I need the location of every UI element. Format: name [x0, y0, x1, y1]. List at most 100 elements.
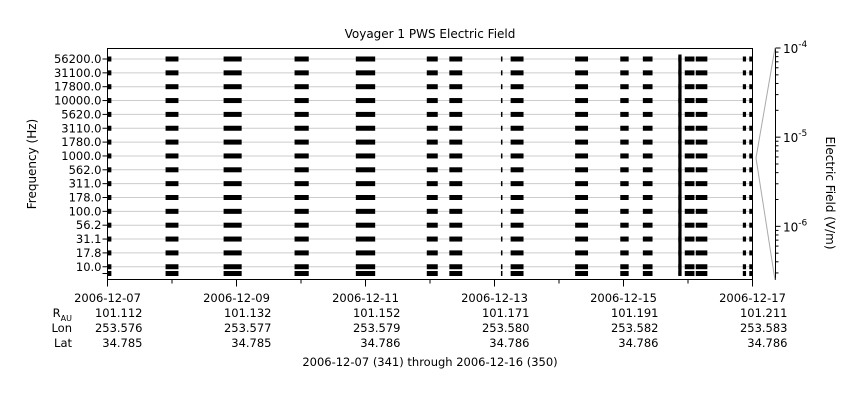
spectrogram-block	[426, 153, 438, 159]
y-tick-label: 178.0	[69, 191, 102, 205]
spectrogram-block	[684, 111, 695, 117]
spectrogram-block	[620, 181, 629, 187]
spectrogram-block	[684, 125, 695, 131]
spectrogram-block	[510, 195, 524, 200]
spectrogram-block	[500, 250, 503, 256]
spectrogram-block	[500, 139, 503, 145]
spectrogram-block	[620, 98, 629, 104]
spectrogram-block	[749, 98, 753, 104]
spectrogram-block	[107, 250, 112, 256]
spectrogram-block	[223, 56, 242, 62]
spectrogram-block	[575, 208, 589, 214]
x-tick-label: 2006-12-07	[74, 291, 141, 305]
spectrogram-block	[684, 195, 695, 200]
spectrogram-block	[449, 139, 463, 145]
spectrogram-block	[684, 98, 695, 104]
spectrogram-block	[355, 125, 376, 131]
spectrogram-block	[575, 167, 589, 173]
spectrogram-block	[426, 167, 438, 173]
ephemeris-r-value: 101.171	[482, 306, 530, 320]
spectrogram-block	[575, 195, 589, 200]
spectrogram-block	[223, 181, 242, 187]
colorbar-tick-label: 10-5	[783, 129, 807, 145]
spectrogram-block	[575, 181, 589, 187]
spectrogram-block	[510, 250, 524, 256]
spectrogram-block	[294, 84, 309, 90]
spectrogram-block	[107, 264, 112, 270]
ephemeris-lon-value: 253.577	[224, 321, 272, 335]
spectrogram-block	[620, 70, 629, 76]
spectrogram-block	[575, 250, 589, 256]
spectrogram-block	[620, 84, 629, 90]
spectrogram-block	[294, 271, 309, 276]
spectrogram-block	[510, 167, 524, 173]
spectrogram-block	[165, 56, 179, 62]
spectrogram-block	[642, 250, 653, 256]
spectrogram-block	[107, 181, 112, 187]
spectrogram-block	[695, 271, 708, 276]
spectrogram-block	[294, 222, 309, 228]
spectrogram-block	[500, 111, 503, 117]
spectrogram-block	[510, 271, 524, 276]
spectrogram-block	[575, 98, 589, 104]
spectrogram-block	[426, 111, 438, 117]
colorbar-connector	[755, 47, 776, 159]
spectrogram-block	[510, 111, 524, 117]
spectrogram-block	[355, 56, 376, 62]
spectrogram-block	[742, 167, 747, 173]
spectrogram-block	[107, 70, 112, 76]
y-tick-label: 311.0	[69, 177, 102, 191]
spectrogram-block	[223, 208, 242, 214]
spectrogram-block	[426, 222, 438, 228]
spectrogram-block	[165, 84, 179, 90]
plot-frame	[107, 48, 753, 280]
spectrogram-block	[500, 181, 503, 187]
spectrogram-block	[684, 153, 695, 159]
spectrogram-block	[449, 195, 463, 200]
spectrogram-block	[500, 153, 503, 159]
spectrogram-block	[642, 98, 653, 104]
spectrogram-block	[695, 70, 708, 76]
ephemeris-lat-value: 34.786	[618, 336, 658, 350]
spectrogram-block	[620, 222, 629, 228]
spectrogram-block	[575, 111, 589, 117]
spectrogram-block	[500, 84, 503, 90]
ephemeris-lat-value: 34.785	[231, 336, 271, 350]
spectrogram-block	[575, 153, 589, 159]
spectrogram-block	[695, 125, 708, 131]
spectrogram-block	[575, 56, 589, 62]
spectrogram-block	[695, 139, 708, 145]
y-tick-label: 10000.0	[54, 94, 102, 108]
ephemeris-label-r-sub: AU	[61, 314, 72, 323]
spectrogram-block	[165, 195, 179, 200]
x-tick-label: 2006-12-11	[332, 291, 399, 305]
y-tick-label: 31.1	[76, 232, 102, 246]
spectrogram-block	[449, 153, 463, 159]
spectrogram-block	[165, 139, 179, 145]
time-axis: 2006-12-07 2006-12-09 2006-12-11 2006-12-13…	[74, 279, 786, 305]
spectrogram-block	[294, 250, 309, 256]
spectrogram-block	[642, 70, 653, 76]
y-tick-label: 1000.0	[61, 149, 101, 163]
frequency-axis: 56200.031100.017800.010000.05620.03110.0…	[54, 52, 108, 274]
ephemeris-lon-value: 253.583	[740, 321, 788, 335]
spectrogram-block	[355, 153, 376, 159]
spectrogram-block	[642, 264, 653, 270]
spectrogram-block	[426, 271, 438, 276]
spectrogram-block	[695, 208, 708, 214]
spectrogram-data	[107, 54, 753, 276]
ephemeris-r-value: 101.211	[740, 306, 788, 320]
spectrogram-block	[620, 111, 629, 117]
spectrogram-block	[449, 250, 463, 256]
y-tick-label: 1780.0	[61, 135, 101, 149]
spectrogram-block	[510, 236, 524, 242]
y-axis-label: Frequency (Hz)	[25, 119, 39, 210]
spectrogram-block	[742, 222, 747, 228]
spectrogram-block	[684, 250, 695, 256]
y-tick-label: 31100.0	[54, 66, 102, 80]
spectrogram-block	[749, 70, 753, 76]
spectrogram-block	[575, 236, 589, 242]
spectrogram-block	[695, 264, 708, 270]
spectrogram-block	[742, 139, 747, 145]
spectrogram-block	[742, 70, 747, 76]
